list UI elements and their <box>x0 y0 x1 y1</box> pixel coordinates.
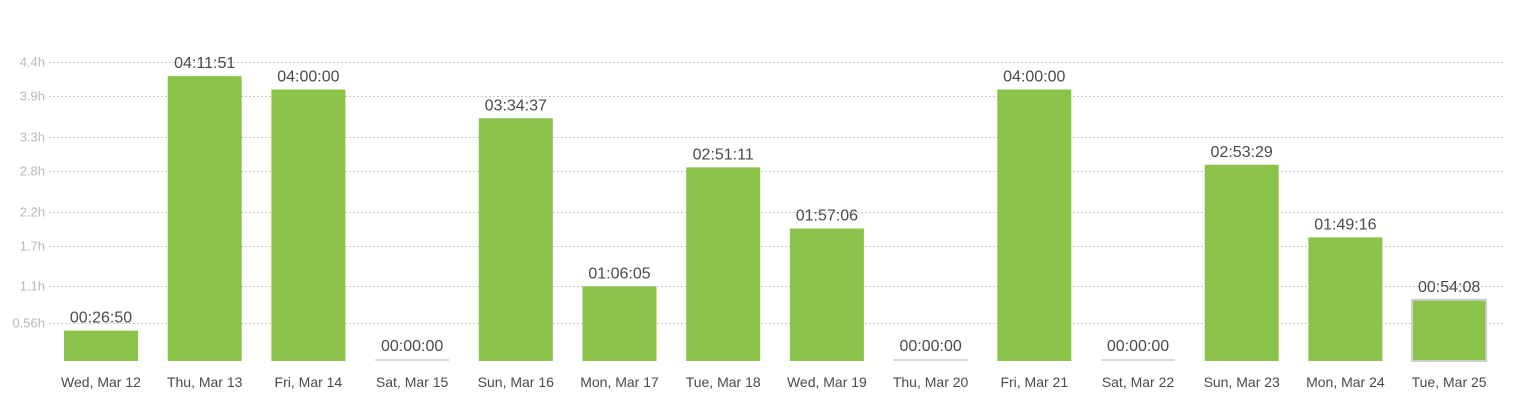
bar-data-label: 03:34:37 <box>485 97 547 114</box>
bar-data-label: 01:49:16 <box>1314 216 1376 233</box>
x-tick-label: Fri, Mar 14 <box>275 374 343 390</box>
bar-data-label: 00:00:00 <box>1107 338 1169 355</box>
bar[interactable] <box>478 118 553 361</box>
y-tick-label: 2.2h <box>20 205 45 220</box>
x-tick-label: Sun, Mar 16 <box>478 374 554 390</box>
bar[interactable] <box>271 89 346 361</box>
bar-data-label: 00:26:50 <box>70 310 132 327</box>
bars <box>64 76 1488 362</box>
bar[interactable] <box>64 330 138 361</box>
bar-data-label: 02:51:11 <box>693 146 754 163</box>
x-tick-label: Mon, Mar 24 <box>1306 374 1385 390</box>
bar-zero[interactable] <box>375 359 450 361</box>
x-tick-label: Sat, Mar 22 <box>1102 374 1175 390</box>
bar[interactable] <box>1204 164 1279 361</box>
x-tick-label: Mon, Mar 17 <box>580 374 659 390</box>
bar[interactable] <box>167 76 242 361</box>
x-tick-label: Wed, Mar 12 <box>61 374 141 390</box>
x-tick-label: Tue, Mar 18 <box>686 374 761 390</box>
bar-data-label: 00:00:00 <box>899 338 961 355</box>
bar[interactable] <box>582 286 657 361</box>
y-tick-label: 4.4h <box>20 55 45 70</box>
bar-data-label: 00:54:08 <box>1418 279 1480 296</box>
y-tick-label: 1.1h <box>20 279 45 294</box>
bar-data-label: 01:06:05 <box>588 265 650 282</box>
x-axis-ticks: Wed, Mar 12 Thu, Mar 13 Fri, Mar 14 Sat, Ma… <box>61 374 1487 390</box>
data-labels: 00:26:50 04:11:51 04:00:00 00:00:00 03:34:37… <box>70 55 1480 355</box>
bar-data-label: 02:53:29 <box>1211 144 1273 161</box>
x-tick-label: Thu, Mar 13 <box>167 374 243 390</box>
x-tick-label: Tue, Mar 25 <box>1412 374 1487 390</box>
bar[interactable] <box>686 167 761 361</box>
y-tick-label: 0.56h <box>12 316 45 331</box>
x-tick-label: Thu, Mar 20 <box>893 374 969 390</box>
bar-data-label: 04:00:00 <box>277 69 339 86</box>
y-tick-label: 3.9h <box>20 89 45 104</box>
bar-data-label: 04:00:00 <box>1003 69 1065 86</box>
y-tick-label: 1.7h <box>20 239 45 254</box>
bar[interactable] <box>997 89 1072 361</box>
bar-data-label: 01:57:06 <box>796 208 858 225</box>
bar-selected[interactable] <box>1411 298 1488 362</box>
y-tick-label: 2.8h <box>20 164 45 179</box>
bar-zero[interactable] <box>1101 359 1175 361</box>
bar[interactable] <box>1308 237 1383 361</box>
x-tick-label: Wed, Mar 19 <box>787 374 867 390</box>
bar-zero[interactable] <box>893 359 968 361</box>
y-axis-ticks: 0.56h 1.1h 1.7h 2.2h 2.8h 3.3h 3.9h 4.4h <box>12 55 45 331</box>
bar[interactable] <box>789 228 864 361</box>
bar-data-label: 00:00:00 <box>381 338 443 355</box>
x-tick-label: Fri, Mar 21 <box>1000 374 1068 390</box>
x-tick-label: Sun, Mar 23 <box>1204 374 1280 390</box>
x-tick-label: Sat, Mar 15 <box>376 374 449 390</box>
gridlines <box>49 62 1503 324</box>
bar-data-label: 04:11:51 <box>174 55 235 72</box>
y-tick-label: 3.3h <box>20 130 45 145</box>
